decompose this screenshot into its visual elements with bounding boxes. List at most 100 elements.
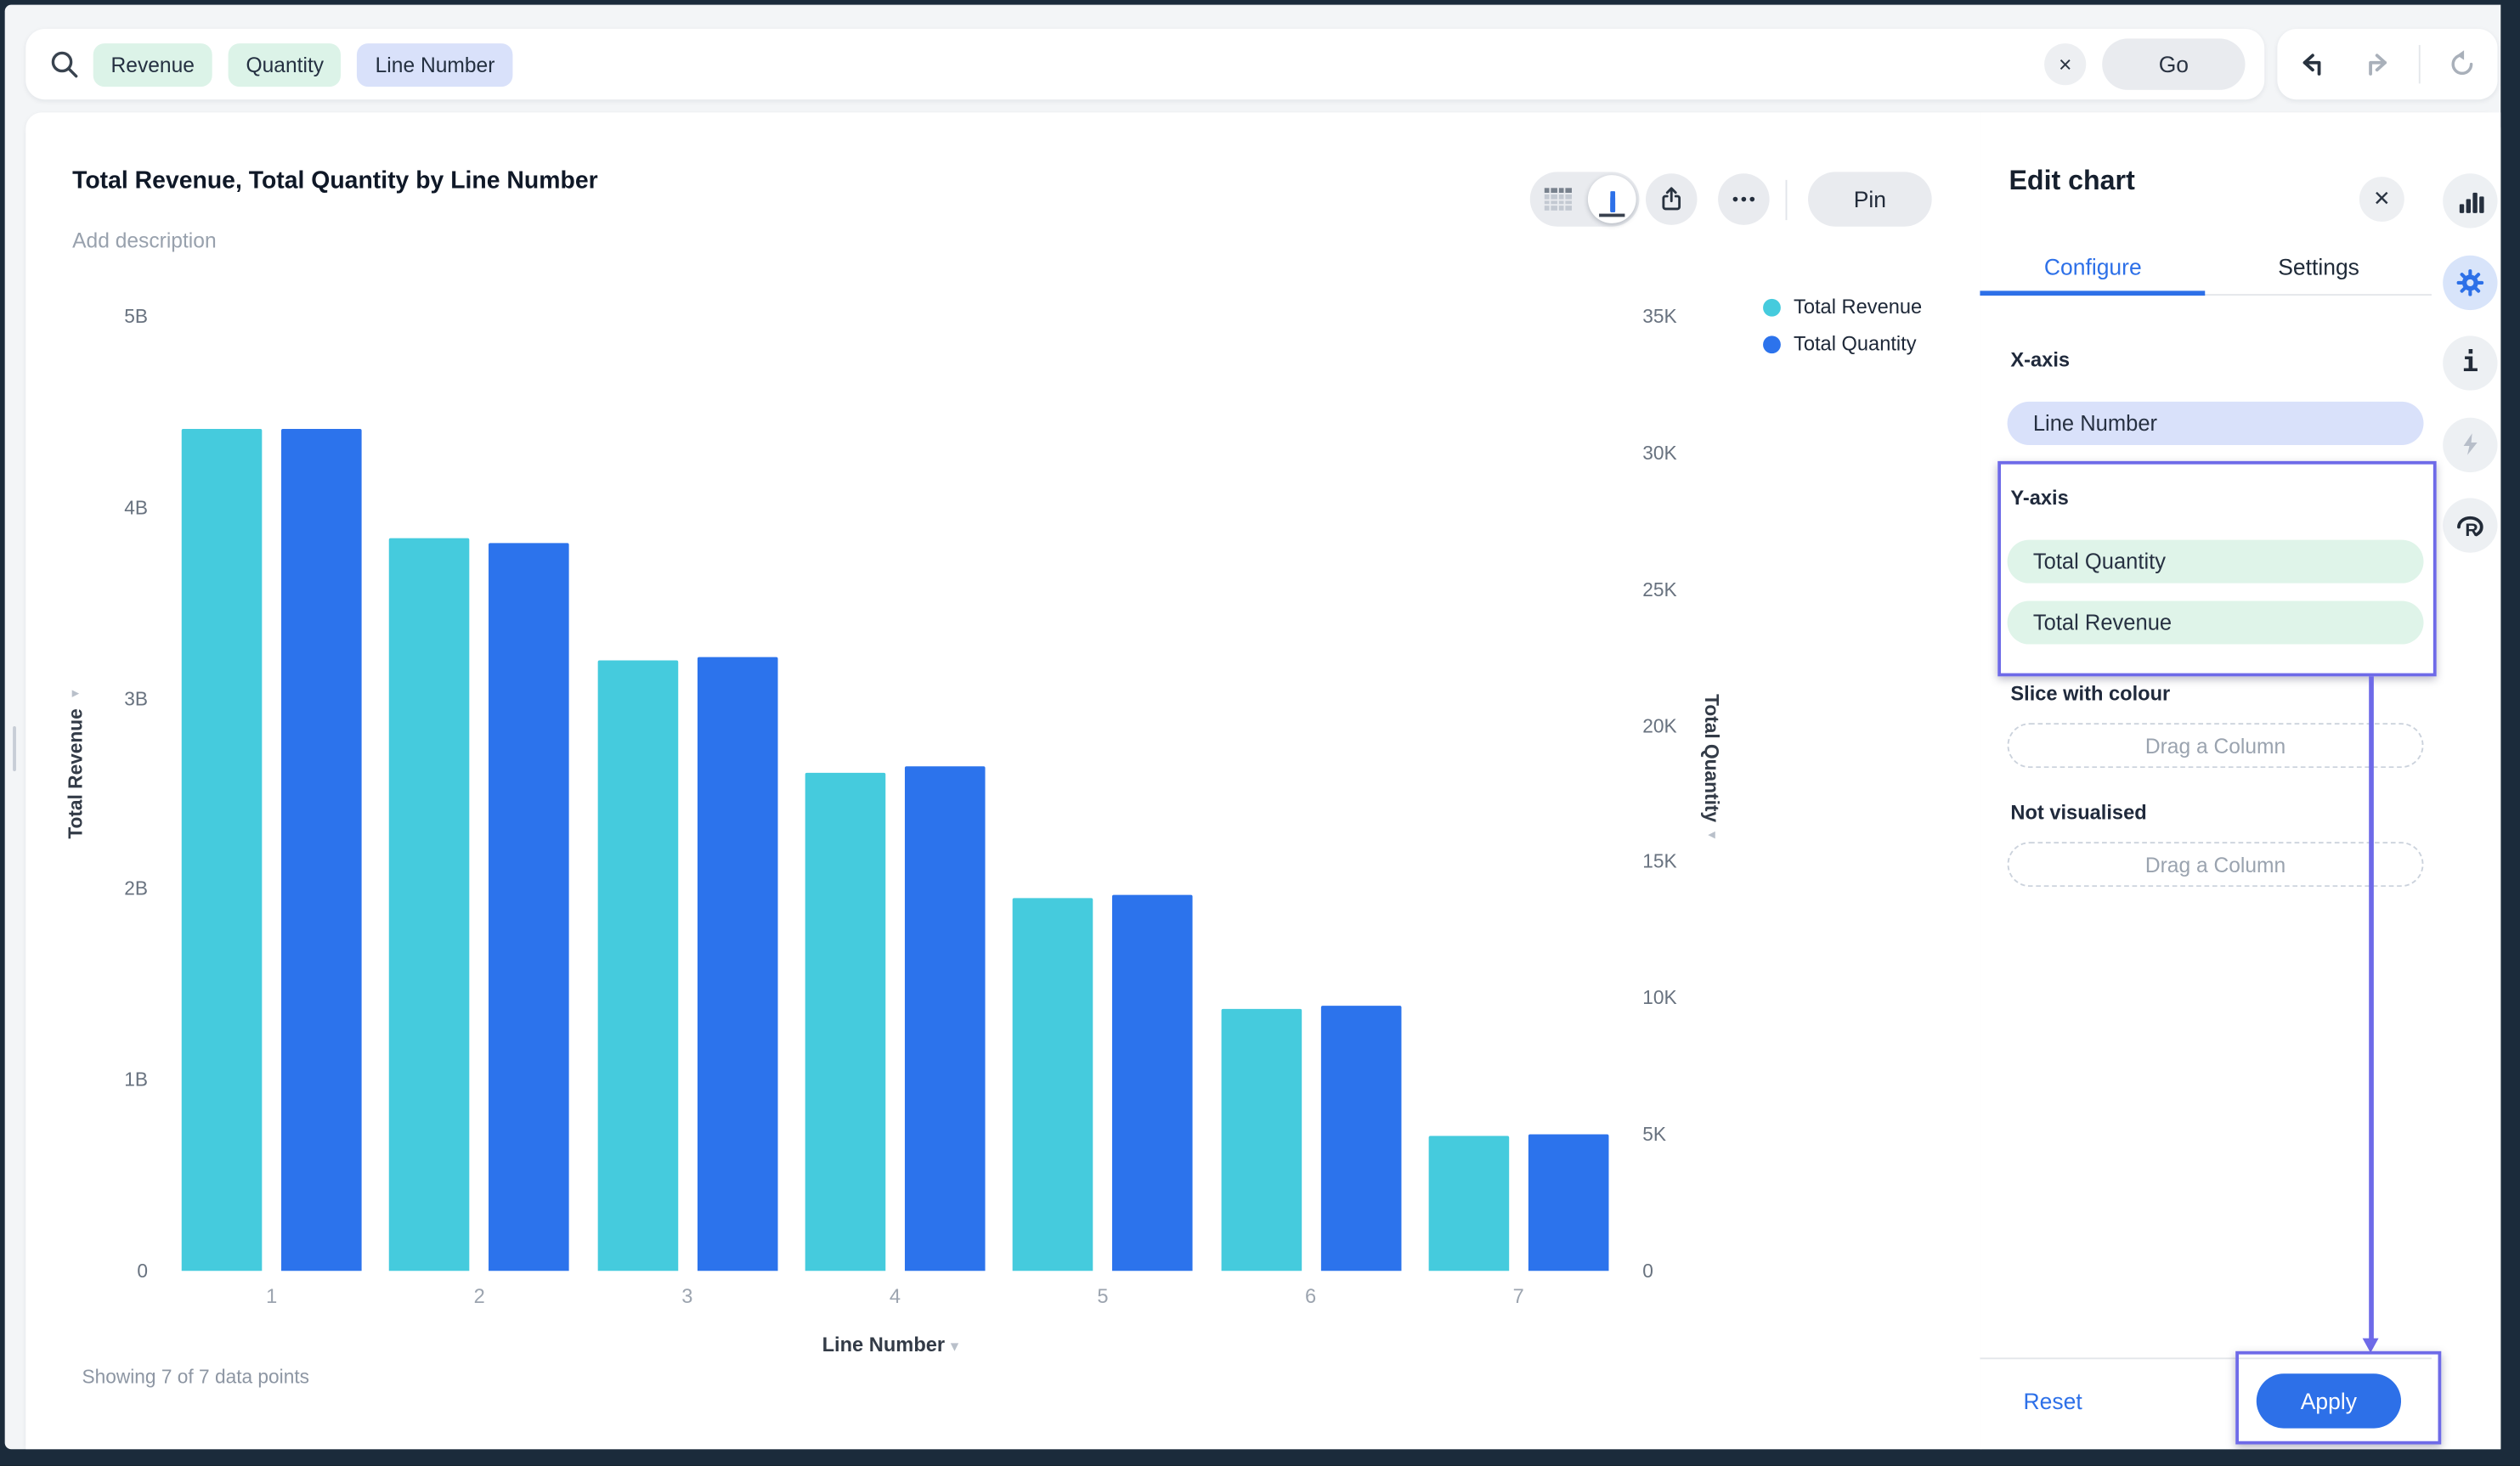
info-icon[interactable]: i [2443,335,2498,391]
apply-button[interactable]: Apply [2256,1373,2402,1429]
x-axis-tick: 3 [681,1285,693,1308]
x-axis-section-label: X-axis [2010,348,2071,371]
right-axis-tick: 10K [1642,986,1677,1010]
bar-total-revenue-line-7[interactable] [1428,1135,1509,1271]
right-axis-tick: 0 [1642,1259,1653,1283]
x-axis-column-pill[interactable]: Line Number [2007,401,2424,445]
right-axis-tick: 15K [1642,850,1677,873]
chart-legend: Total Revenue Total Quantity [1763,296,1922,355]
data-points-footnote: Showing 7 of 7 data points [82,1365,310,1389]
legend-swatch [1763,297,1781,316]
bar-total-quantity-line-1[interactable] [281,428,362,1271]
y-axis-column-pill-total-quantity[interactable]: Total Quantity [2007,539,2424,584]
search-bar[interactable]: Revenue Quantity Line Number × Go [25,29,2265,100]
view-toggle [1529,172,1640,227]
panel-tabs: Configure Settings [1980,245,2432,296]
toolbar-divider [1785,179,1788,221]
bar-total-quantity-line-3[interactable] [697,657,777,1271]
axis-sort-icon: ◂ [1708,826,1715,843]
bar-total-revenue-line-3[interactable] [596,660,678,1271]
search-icon [48,48,81,81]
axis-sort-icon: ▾ [950,1338,959,1356]
chart-description-placeholder[interactable]: Add description [72,228,217,252]
r-logo-icon[interactable]: R [2443,498,2498,553]
go-button[interactable]: Go [2102,38,2246,90]
bar-total-revenue-line-2[interactable] [389,538,470,1271]
chart-bars-icon[interactable] [2443,173,2498,228]
legend-label: Total Revenue [1794,296,1923,319]
chart-title: Total Revenue, Total Quantity by Line Nu… [72,166,598,195]
footer-divider [1980,1357,2432,1360]
bar-total-quantity-line-2[interactable] [489,543,570,1271]
left-axis-tick: 4B [124,496,149,519]
tabs-underline [1980,294,2432,296]
panel-title: Edit chart [2009,165,2135,196]
left-axis-tick: 2B [124,877,149,901]
bar-total-quantity-line-7[interactable] [1528,1134,1609,1271]
share-icon[interactable] [1645,173,1698,225]
legend-item[interactable]: Total Quantity [1763,333,1922,355]
left-axis-tick: 0 [137,1259,149,1283]
redo-button[interactable] [2356,44,2396,84]
legend-item[interactable]: Total Revenue [1763,296,1923,319]
not-visualised-drop-zone[interactable]: Drag a Column [2007,842,2424,888]
refresh-icon[interactable] [2443,45,2481,83]
search-tokens: Revenue Quantity Line Number [93,42,513,87]
bar-total-revenue-line-5[interactable] [1013,899,1093,1271]
right-axis-tick: 30K [1642,441,1677,465]
chart-view-icon[interactable] [1587,175,1636,223]
bar-chart-plot [161,317,1609,1271]
slice-section-label: Slice with colour [2010,682,2171,706]
right-axis-tick: 20K [1642,713,1677,737]
tab-settings[interactable]: Settings [2278,253,2359,280]
x-axis-tick: 7 [1512,1285,1524,1308]
left-axis-tick: 3B [124,686,149,710]
bar-total-revenue-line-1[interactable] [181,429,263,1271]
toolbar-divider [2418,44,2421,84]
y-axis-column-pill-total-revenue[interactable]: Total Revenue [2007,600,2424,645]
legend-swatch [1763,335,1781,353]
gear-icon[interactable] [2443,254,2498,310]
history-toolbar [2277,29,2498,100]
left-axis-title[interactable]: ▸ Total Revenue [64,685,88,839]
pin-button[interactable]: Pin [1808,172,1932,227]
main-card: Total Revenue, Total Quantity by Line Nu… [25,112,2501,1450]
undo-button[interactable] [2293,44,2333,84]
x-axis-tick: 5 [1097,1285,1109,1308]
svg-text:R: R [2465,520,2478,540]
x-axis-tick: 1 [266,1285,278,1308]
axis-sort-icon: ▸ [71,685,80,702]
search-token-quantity[interactable]: Quantity [228,42,342,87]
panel-resize-handle[interactable] [12,725,16,771]
right-axis-title[interactable]: Total Quantity ◂ [1700,694,1723,843]
tab-configure[interactable]: Configure [2043,253,2142,280]
table-view-icon[interactable] [1530,172,1585,226]
x-axis-title[interactable]: Line Number ▾ [822,1333,959,1356]
y-axis-section-label: Y-axis [2010,487,2069,510]
legend-label: Total Quantity [1794,332,1917,356]
x-axis-tick: 4 [889,1285,901,1308]
right-axis-tick: 35K [1642,305,1677,328]
clear-search-button[interactable]: × [2044,43,2087,86]
more-options-icon[interactable] [1718,173,1770,225]
lightning-icon[interactable] [2443,416,2498,472]
left-axis-tick: 1B [124,1068,149,1091]
left-axis-tick: 5B [124,305,149,328]
close-icon[interactable]: ✕ [2359,177,2404,223]
search-token-revenue[interactable]: Revenue [93,42,212,87]
bar-total-quantity-line-6[interactable] [1319,1006,1401,1271]
edit-chart-panel: Edit chart ✕ Configure Settings X-axis L… [1980,112,2432,1450]
slice-drop-zone[interactable]: Drag a Column [2007,723,2424,769]
bar-total-revenue-line-4[interactable] [805,772,886,1271]
x-axis-tick: 6 [1304,1285,1317,1308]
right-axis-tick: 25K [1642,578,1677,600]
right-axis-tick: 5K [1642,1123,1666,1146]
bar-total-revenue-line-6[interactable] [1220,1009,1302,1271]
search-token-line-number[interactable]: Line Number [357,42,513,87]
reset-button[interactable]: Reset [2024,1373,2082,1428]
x-axis-tick: 2 [473,1285,485,1308]
bar-total-quantity-line-5[interactable] [1112,894,1193,1271]
bar-total-quantity-line-4[interactable] [904,766,986,1271]
